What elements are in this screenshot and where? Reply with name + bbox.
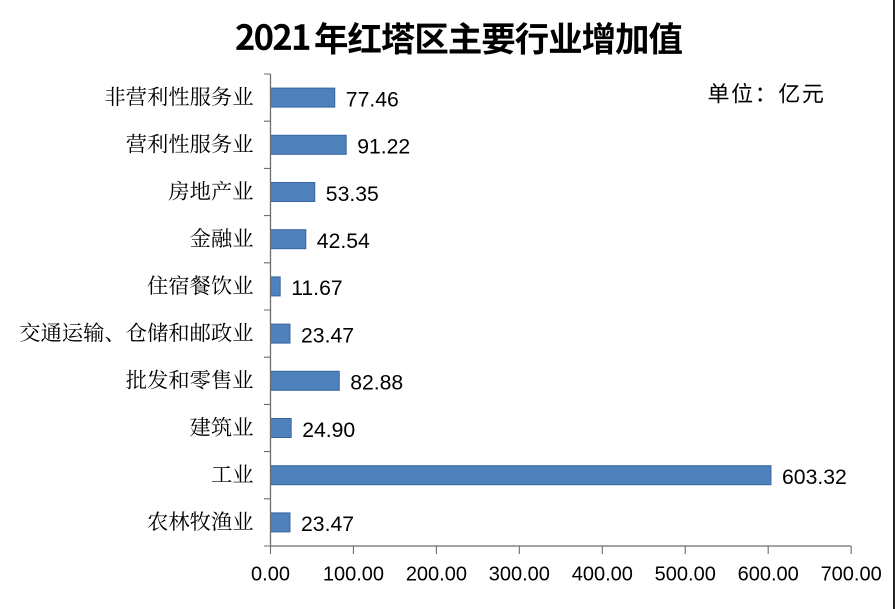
svg-text:91.22: 91.22 bbox=[357, 136, 410, 159]
svg-text:24.90: 24.90 bbox=[302, 419, 355, 442]
svg-text:82.88: 82.88 bbox=[350, 372, 403, 395]
svg-text:600.00: 600.00 bbox=[738, 563, 799, 585]
svg-text:603.32: 603.32 bbox=[782, 466, 847, 489]
svg-text:77.46: 77.46 bbox=[346, 88, 399, 111]
svg-text:42.54: 42.54 bbox=[317, 230, 370, 253]
svg-text:0.00: 0.00 bbox=[251, 563, 290, 585]
svg-text:500.00: 500.00 bbox=[655, 563, 716, 585]
svg-text:300.00: 300.00 bbox=[489, 563, 550, 585]
svg-text:53.35: 53.35 bbox=[326, 183, 379, 206]
svg-text:100.00: 100.00 bbox=[323, 563, 384, 585]
svg-text:11.67: 11.67 bbox=[291, 277, 342, 300]
svg-text:200.00: 200.00 bbox=[406, 563, 467, 585]
svg-text:23.47: 23.47 bbox=[301, 324, 354, 347]
svg-text:700.00: 700.00 bbox=[821, 563, 882, 585]
svg-text:400.00: 400.00 bbox=[572, 563, 633, 585]
svg-text:23.47: 23.47 bbox=[301, 513, 354, 536]
